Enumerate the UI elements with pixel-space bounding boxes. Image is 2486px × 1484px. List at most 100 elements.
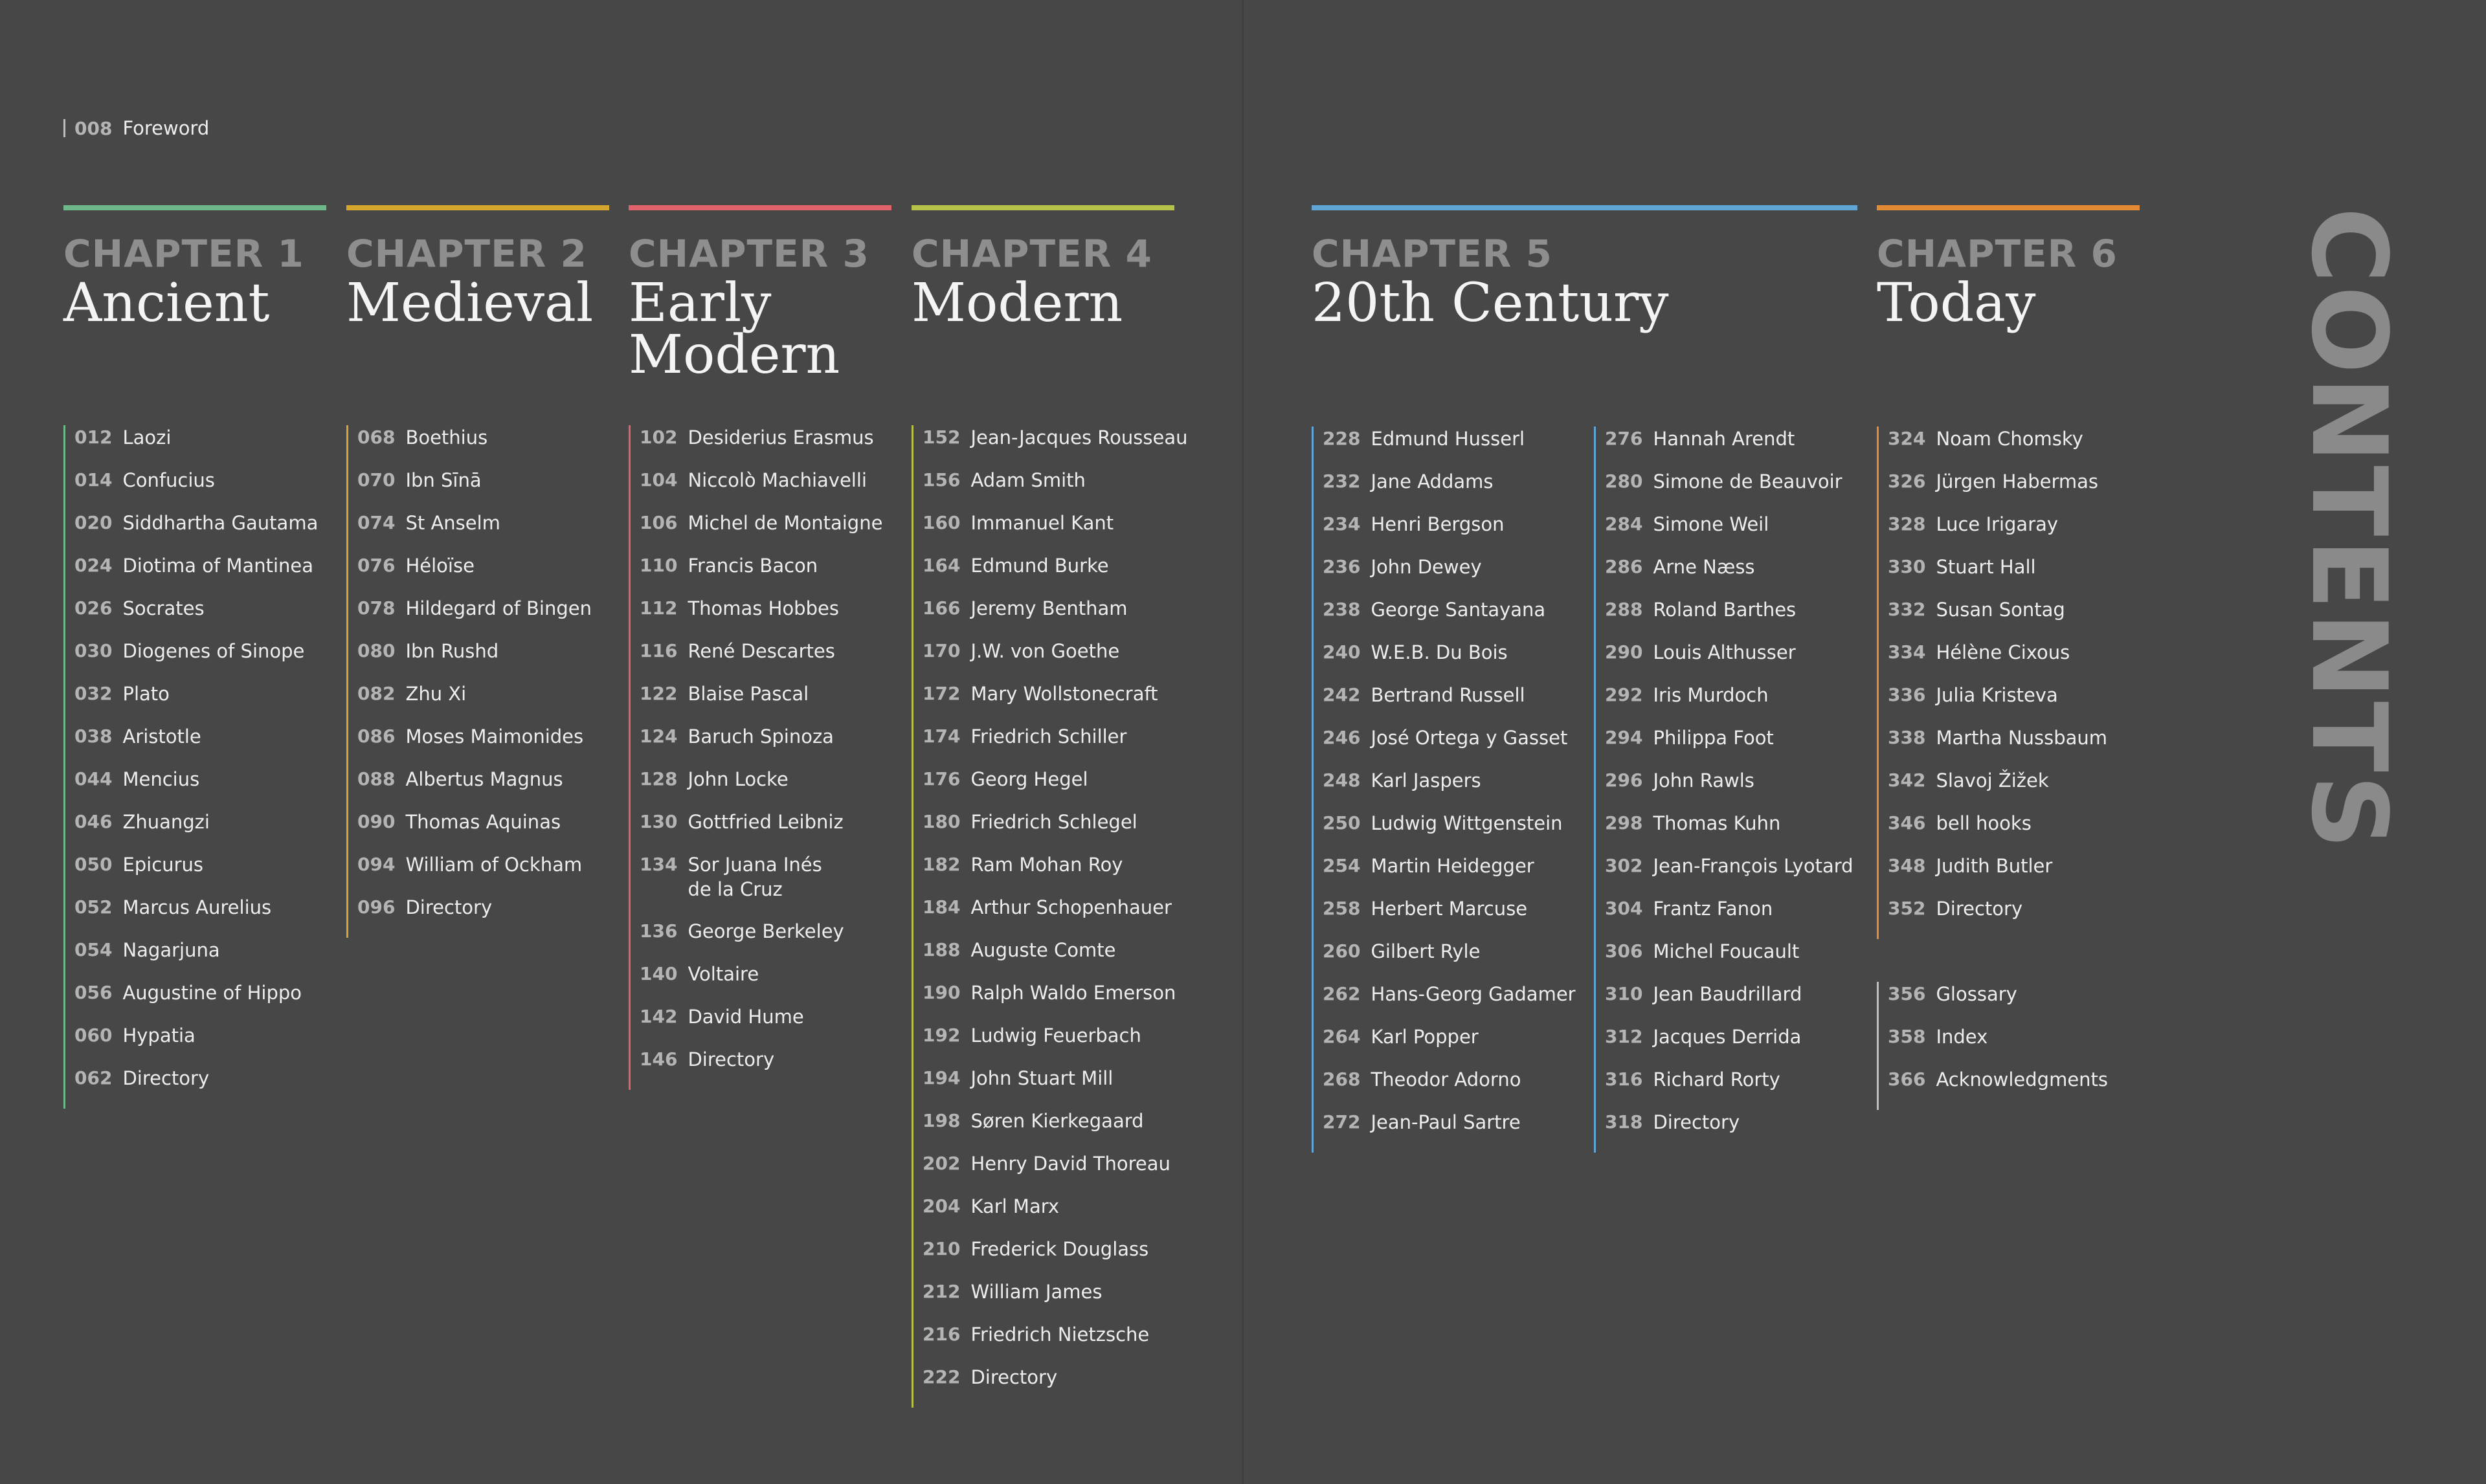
- toc-entry[interactable]: 216 Friedrich Nietzsche: [923, 1322, 1187, 1365]
- toc-entry[interactable]: 234 Henri Bergson: [1323, 512, 1576, 555]
- toc-entry[interactable]: 316 Richard Rorty: [1605, 1067, 1853, 1110]
- toc-entry[interactable]: 328 Luce Irigaray: [1888, 512, 2107, 555]
- toc-entry[interactable]: 260 Gilbert Ryle: [1323, 939, 1576, 982]
- toc-entry[interactable]: 166 Jeremy Bentham: [923, 596, 1187, 639]
- toc-entry[interactable]: 124 Baruch Spinoza: [640, 724, 882, 767]
- toc-entry[interactable]: 190 Ralph Waldo Emerson: [923, 980, 1187, 1023]
- toc-entry[interactable]: 014 Confucius: [74, 468, 318, 511]
- toc-entry[interactable]: 116 René Descartes: [640, 639, 882, 681]
- toc-entry[interactable]: 334 Hélène Cixous: [1888, 640, 2107, 683]
- toc-entry[interactable]: 060 Hypatia: [74, 1023, 318, 1066]
- toc-entry[interactable]: 346 bell hooks: [1888, 811, 2107, 854]
- toc-entry[interactable]: 268 Theodor Adorno: [1323, 1067, 1576, 1110]
- toc-entry[interactable]: 174 Friedrich Schiller: [923, 724, 1187, 767]
- toc-entry[interactable]: 246 José Ortega y Gasset: [1323, 725, 1576, 768]
- toc-entry[interactable]: 142 David Hume: [640, 1004, 882, 1047]
- toc-entry[interactable]: 212 William James: [923, 1279, 1187, 1322]
- toc-entry[interactable]: 170 J.W. von Goethe: [923, 639, 1187, 681]
- toc-entry[interactable]: 258 Herbert Marcuse: [1323, 896, 1576, 939]
- toc-entry[interactable]: 286 Arne Næss: [1605, 555, 1853, 597]
- toc-entry[interactable]: 054 Nagarjuna: [74, 938, 318, 980]
- toc-entry[interactable]: 272 Jean-Paul Sartre: [1323, 1110, 1576, 1153]
- toc-entry[interactable]: 310 Jean Baudrillard: [1605, 982, 1853, 1024]
- toc-entry[interactable]: 024 Diotima of Mantinea: [74, 553, 318, 596]
- toc-entry[interactable]: 030 Diogenes of Sinope: [74, 639, 318, 681]
- toc-entry[interactable]: 188 Auguste Comte: [923, 938, 1187, 980]
- toc-entry[interactable]: 078 Hildegard of Bingen: [357, 596, 592, 639]
- toc-entry[interactable]: 122 Blaise Pascal: [640, 681, 882, 724]
- toc-entry[interactable]: 326 Jürgen Habermas: [1888, 469, 2107, 512]
- toc-entry[interactable]: 082 Zhu Xi: [357, 681, 592, 724]
- toc-entry[interactable]: 160 Immanuel Kant: [923, 511, 1187, 553]
- toc-entry[interactable]: 152 Jean-Jacques Rousseau: [923, 425, 1187, 468]
- toc-entry[interactable]: 070 Ibn Sīnā: [357, 468, 592, 511]
- toc-entry[interactable]: 232 Jane Addams: [1323, 469, 1576, 512]
- toc-entry[interactable]: 130 Gottfried Leibniz: [640, 810, 882, 852]
- toc-entry[interactable]: 056 Augustine of Hippo: [74, 980, 318, 1023]
- toc-entry[interactable]: 332 Susan Sontag: [1888, 597, 2107, 640]
- toc-entry[interactable]: 280 Simone de Beauvoir: [1605, 469, 1853, 512]
- toc-entry[interactable]: 192 Ludwig Feuerbach: [923, 1023, 1187, 1066]
- toc-entry[interactable]: 222 Directory: [923, 1365, 1187, 1408]
- toc-entry[interactable]: 112 Thomas Hobbes: [640, 596, 882, 639]
- back-matter-entry[interactable]: 356 Glossary: [1888, 982, 2108, 1024]
- toc-entry[interactable]: 306 Michel Foucault: [1605, 939, 1853, 982]
- back-matter-entry[interactable]: 366 Acknowledgments: [1888, 1067, 2108, 1110]
- toc-entry[interactable]: 080 Ibn Rushd: [357, 639, 592, 681]
- toc-entry[interactable]: 096 Directory: [357, 895, 592, 938]
- toc-entry[interactable]: 172 Mary Wollstonecraft: [923, 681, 1187, 724]
- toc-entry[interactable]: 290 Louis Althusser: [1605, 640, 1853, 683]
- toc-entry[interactable]: 324 Noam Chomsky: [1888, 426, 2107, 469]
- toc-entry[interactable]: 336 Julia Kristeva: [1888, 683, 2107, 725]
- toc-entry[interactable]: 242 Bertrand Russell: [1323, 683, 1576, 725]
- toc-entry[interactable]: 052 Marcus Aurelius: [74, 895, 318, 938]
- toc-entry[interactable]: 102 Desiderius Erasmus: [640, 425, 882, 468]
- toc-entry[interactable]: 228 Edmund Husserl: [1323, 426, 1576, 469]
- toc-entry[interactable]: 044 Mencius: [74, 767, 318, 810]
- toc-entry[interactable]: 176 Georg Hegel: [923, 767, 1187, 810]
- toc-entry[interactable]: 086 Moses Maimonides: [357, 724, 592, 767]
- toc-entry[interactable]: 128 John Locke: [640, 767, 882, 810]
- toc-entry[interactable]: 088 Albertus Magnus: [357, 767, 592, 810]
- toc-entry[interactable]: 180 Friedrich Schlegel: [923, 810, 1187, 852]
- toc-entry[interactable]: 076 Héloïse: [357, 553, 592, 596]
- toc-entry[interactable]: 068 Boethius: [357, 425, 592, 468]
- toc-entry[interactable]: 298 Thomas Kuhn: [1605, 811, 1853, 854]
- toc-entry[interactable]: 198 Søren Kierkegaard: [923, 1109, 1187, 1151]
- toc-entry[interactable]: 254 Martin Heidegger: [1323, 854, 1576, 896]
- toc-entry[interactable]: 288 Roland Barthes: [1605, 597, 1853, 640]
- toc-entry[interactable]: 342 Slavoj Žižek: [1888, 768, 2107, 811]
- toc-entry[interactable]: 074 St Anselm: [357, 511, 592, 553]
- foreword-entry[interactable]: 008 Foreword: [63, 115, 209, 141]
- toc-entry[interactable]: 032 Plato: [74, 681, 318, 724]
- toc-entry[interactable]: 110 Francis Bacon: [640, 553, 882, 596]
- toc-entry[interactable]: 210 Frederick Douglass: [923, 1237, 1187, 1279]
- toc-entry[interactable]: 250 Ludwig Wittgenstein: [1323, 811, 1576, 854]
- toc-entry[interactable]: 026 Socrates: [74, 596, 318, 639]
- toc-entry[interactable]: 182 Ram Mohan Roy: [923, 852, 1187, 895]
- toc-entry[interactable]: 312 Jacques Derrida: [1605, 1024, 1853, 1067]
- toc-entry[interactable]: 276 Hannah Arendt: [1605, 426, 1853, 469]
- toc-entry[interactable]: 296 John Rawls: [1605, 768, 1853, 811]
- toc-entry[interactable]: 318 Directory: [1605, 1110, 1853, 1153]
- toc-entry[interactable]: 238 George Santayana: [1323, 597, 1576, 640]
- toc-entry[interactable]: 262 Hans-Georg Gadamer: [1323, 982, 1576, 1024]
- toc-entry[interactable]: 292 Iris Murdoch: [1605, 683, 1853, 725]
- toc-entry[interactable]: 204 Karl Marx: [923, 1194, 1187, 1237]
- toc-entry[interactable]: 338 Martha Nussbaum: [1888, 725, 2107, 768]
- toc-entry[interactable]: 330 Stuart Hall: [1888, 555, 2107, 597]
- toc-entry[interactable]: 194 John Stuart Mill: [923, 1066, 1187, 1109]
- toc-entry[interactable]: 012 Laozi: [74, 425, 318, 468]
- toc-entry[interactable]: 094 William of Ockham: [357, 852, 592, 895]
- toc-entry[interactable]: 236 John Dewey: [1323, 555, 1576, 597]
- toc-entry[interactable]: 184 Arthur Schopenhauer: [923, 895, 1187, 938]
- toc-entry[interactable]: 302 Jean-François Lyotard: [1605, 854, 1853, 896]
- toc-entry[interactable]: 294 Philippa Foot: [1605, 725, 1853, 768]
- toc-entry[interactable]: 304 Frantz Fanon: [1605, 896, 1853, 939]
- toc-entry[interactable]: 352 Directory: [1888, 896, 2107, 939]
- toc-entry[interactable]: 134 Sor Juana Inés de la Cruz: [640, 852, 882, 919]
- toc-entry[interactable]: 284 Simone Weil: [1605, 512, 1853, 555]
- toc-entry[interactable]: 104 Niccolò Machiavelli: [640, 468, 882, 511]
- toc-entry[interactable]: 090 Thomas Aquinas: [357, 810, 592, 852]
- toc-entry[interactable]: 020 Siddhartha Gautama: [74, 511, 318, 553]
